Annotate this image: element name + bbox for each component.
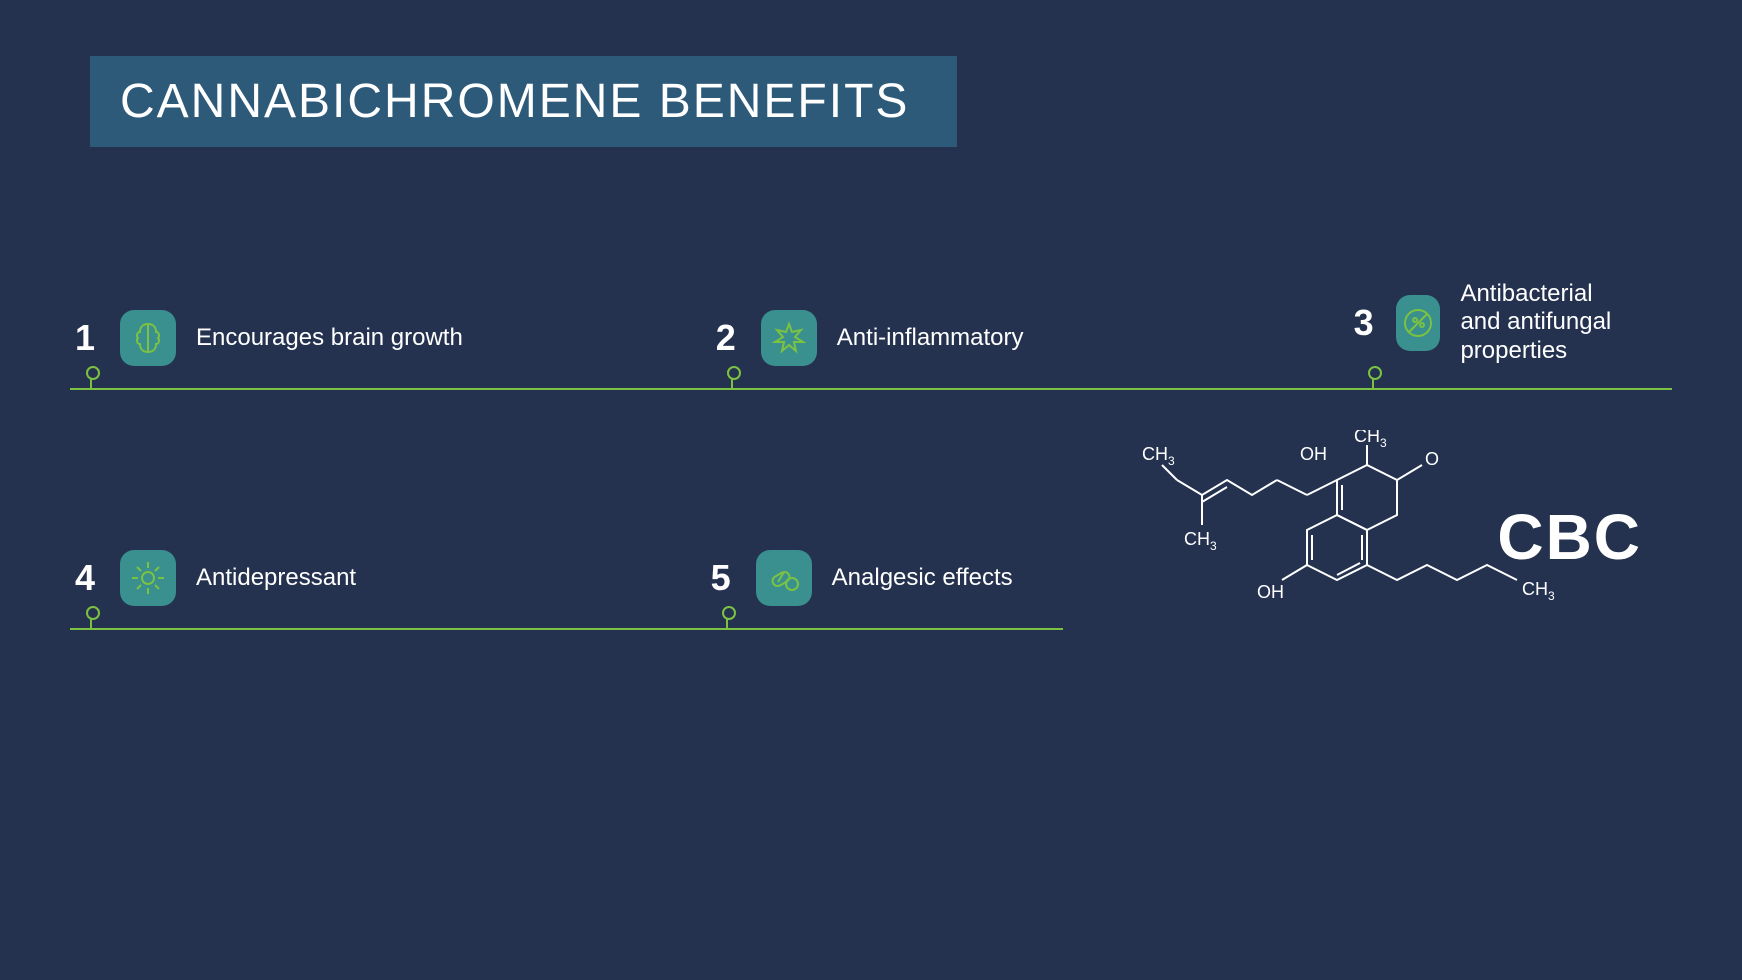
brain-icon bbox=[120, 310, 176, 366]
benefit-1: 1 Encourages brain growth bbox=[70, 310, 463, 388]
mol-oh-bottom: OH bbox=[1257, 582, 1284, 602]
benefit-number: 5 bbox=[706, 557, 736, 599]
benefit-4: 4 Antidepressant bbox=[70, 550, 356, 628]
mol-ch3-br: CH3 bbox=[1522, 579, 1555, 603]
benefit-label: Antibacterial and antifungal properties bbox=[1460, 280, 1672, 366]
benefit-number: 1 bbox=[70, 317, 100, 359]
benefit-label: Antidepressant bbox=[196, 564, 356, 593]
benefit-row-2: 4 Antidepressant 5 bbox=[70, 540, 1063, 630]
molecule-diagram: CH3 CH3 OH CH3 O OH CH3 CBC bbox=[1142, 430, 1662, 650]
benefit-row-1: 1 Encourages brain growth 2 Anti-inflamm… bbox=[70, 300, 1672, 390]
mol-oh-top: OH bbox=[1300, 444, 1327, 464]
benefit-number: 3 bbox=[1352, 302, 1376, 344]
benefit-label: Encourages brain growth bbox=[196, 324, 463, 353]
benefit-2: 2 Anti-inflammatory bbox=[711, 310, 1024, 388]
sun-icon bbox=[120, 550, 176, 606]
benefit-3: 3 Antibacterial and antifungal propertie… bbox=[1352, 280, 1672, 388]
timeline-pin bbox=[731, 376, 733, 390]
antibacterial-icon bbox=[1396, 295, 1441, 351]
timeline-pin bbox=[1372, 376, 1374, 390]
timeline-pin bbox=[90, 376, 92, 390]
mol-ch3-tr: CH3 bbox=[1354, 430, 1387, 450]
mol-ch3-bl: CH3 bbox=[1184, 529, 1217, 553]
page-title: CANNABICHROMENE BENEFITS bbox=[90, 56, 957, 147]
pills-icon bbox=[756, 550, 812, 606]
timeline-pin bbox=[90, 616, 92, 630]
benefit-5: 5 Analgesic effects bbox=[706, 550, 1013, 628]
mol-ch3-tl: CH3 bbox=[1142, 444, 1175, 468]
benefit-label: Anti-inflammatory bbox=[837, 324, 1024, 353]
mol-o: O bbox=[1425, 449, 1439, 469]
benefit-label: Analgesic effects bbox=[832, 564, 1013, 593]
molecule-abbrev: CBC bbox=[1497, 500, 1642, 574]
timeline-pin bbox=[726, 616, 728, 630]
benefit-number: 4 bbox=[70, 557, 100, 599]
benefit-number: 2 bbox=[711, 317, 741, 359]
burst-icon bbox=[761, 310, 817, 366]
